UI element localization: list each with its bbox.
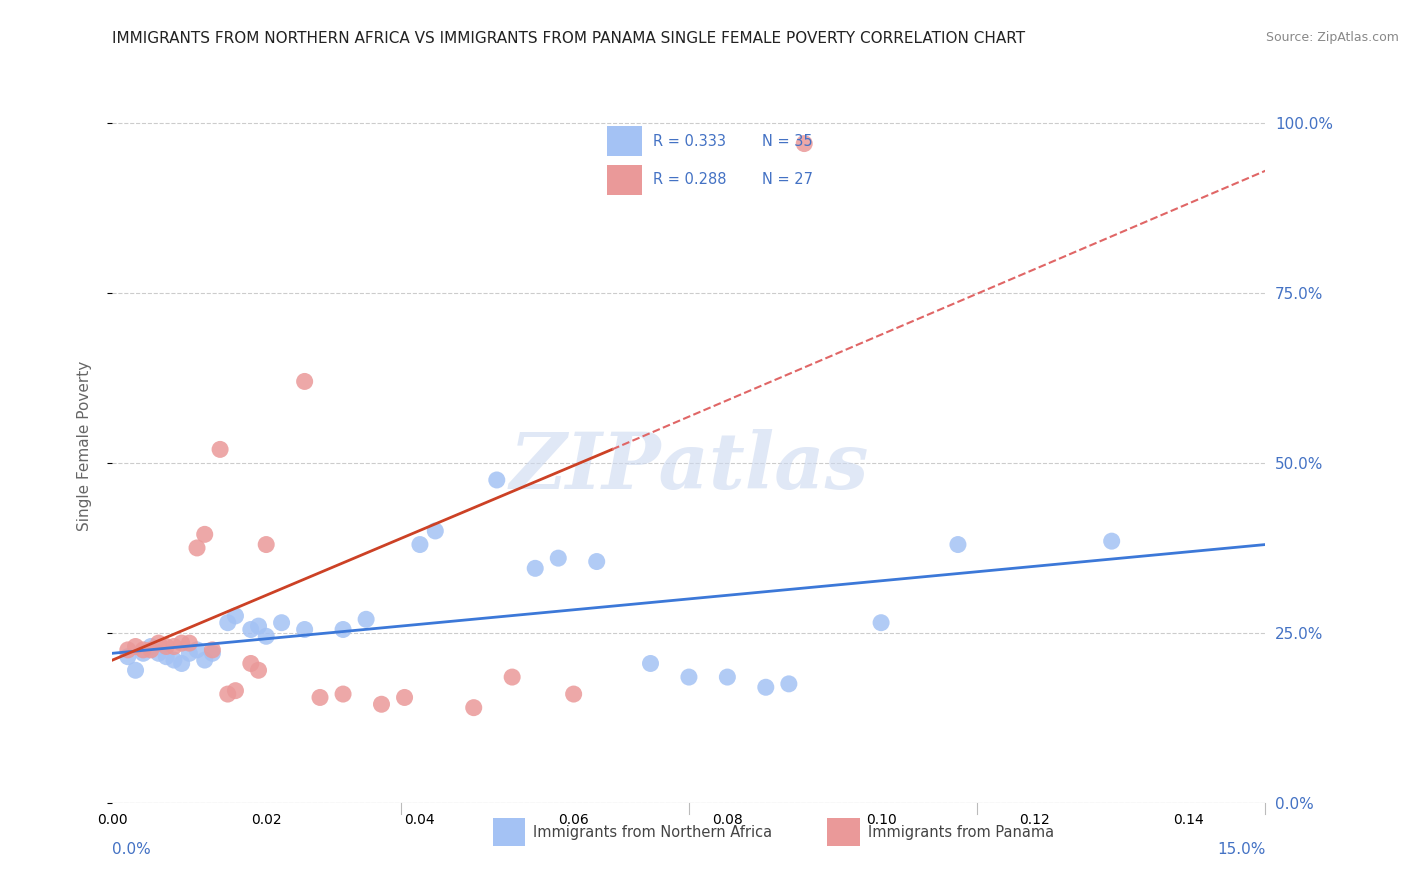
Point xyxy=(170,636,193,650)
Point xyxy=(585,555,607,569)
Point xyxy=(294,375,316,389)
Bar xyxy=(827,819,859,846)
Point xyxy=(139,640,162,654)
Point xyxy=(425,524,447,538)
Point xyxy=(294,623,316,637)
Point xyxy=(194,527,217,541)
Bar xyxy=(494,819,526,846)
Point xyxy=(155,640,177,654)
Y-axis label: Single Female Poverty: Single Female Poverty xyxy=(77,361,91,531)
Point xyxy=(678,670,700,684)
Point xyxy=(254,537,277,551)
Point xyxy=(224,683,246,698)
Point xyxy=(254,629,277,643)
Point xyxy=(716,670,738,684)
Point xyxy=(186,541,208,555)
Point xyxy=(194,653,217,667)
Point xyxy=(217,687,239,701)
Point xyxy=(170,657,193,671)
Point xyxy=(394,690,416,705)
Point xyxy=(270,615,292,630)
Point xyxy=(946,537,969,551)
Point xyxy=(132,646,155,660)
Point xyxy=(124,640,146,654)
Point xyxy=(463,700,485,714)
Point xyxy=(778,677,800,691)
Point xyxy=(201,646,224,660)
Point xyxy=(354,612,377,626)
Point xyxy=(793,136,815,151)
Point xyxy=(1101,534,1123,549)
Text: Source: ZipAtlas.com: Source: ZipAtlas.com xyxy=(1265,31,1399,45)
Point xyxy=(163,653,186,667)
Point xyxy=(870,615,893,630)
Point xyxy=(117,649,139,664)
Point xyxy=(155,649,177,664)
Point xyxy=(239,657,262,671)
Point xyxy=(148,636,170,650)
Point xyxy=(370,698,392,712)
Point xyxy=(132,643,155,657)
Text: 0.0%: 0.0% xyxy=(112,842,152,857)
Point xyxy=(124,663,146,677)
Point xyxy=(409,537,432,551)
Point xyxy=(217,615,239,630)
Point xyxy=(148,646,170,660)
Point xyxy=(247,663,270,677)
Point xyxy=(179,646,201,660)
Point xyxy=(139,643,162,657)
Point xyxy=(179,636,201,650)
Point xyxy=(485,473,508,487)
Point xyxy=(209,442,232,457)
Point xyxy=(755,680,778,694)
Point xyxy=(239,623,262,637)
Point xyxy=(524,561,547,575)
Text: Immigrants from Northern Africa: Immigrants from Northern Africa xyxy=(533,824,772,839)
Point xyxy=(201,643,224,657)
Point xyxy=(309,690,332,705)
Point xyxy=(186,643,208,657)
Text: Immigrants from Panama: Immigrants from Panama xyxy=(868,824,1053,839)
Point xyxy=(117,643,139,657)
Point xyxy=(332,687,354,701)
Point xyxy=(501,670,523,684)
Point xyxy=(224,608,246,623)
Text: 15.0%: 15.0% xyxy=(1218,842,1265,857)
Point xyxy=(640,657,662,671)
Text: IMMIGRANTS FROM NORTHERN AFRICA VS IMMIGRANTS FROM PANAMA SINGLE FEMALE POVERTY : IMMIGRANTS FROM NORTHERN AFRICA VS IMMIG… xyxy=(112,31,1025,46)
Point xyxy=(247,619,270,633)
Text: ZIPatlas: ZIPatlas xyxy=(509,429,869,506)
Point xyxy=(547,551,569,566)
Point xyxy=(163,640,186,654)
Point xyxy=(332,623,354,637)
Point xyxy=(562,687,585,701)
